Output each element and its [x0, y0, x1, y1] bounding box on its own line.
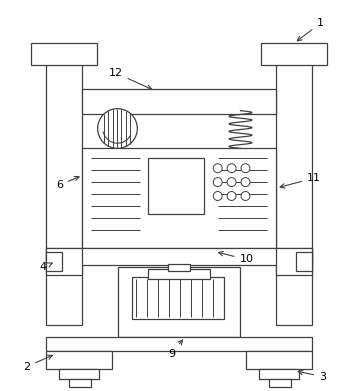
Text: 12: 12 — [108, 68, 151, 90]
Text: 2: 2 — [23, 355, 52, 372]
Circle shape — [227, 164, 236, 173]
Bar — [46, 351, 112, 369]
Text: 10: 10 — [219, 251, 253, 264]
Bar — [276, 248, 312, 275]
Bar — [148, 269, 210, 279]
Text: 1: 1 — [297, 18, 324, 41]
Circle shape — [213, 164, 222, 173]
Text: 9: 9 — [168, 340, 183, 359]
Circle shape — [227, 178, 236, 187]
Text: 11: 11 — [280, 173, 321, 188]
Circle shape — [241, 178, 250, 187]
Bar — [118, 267, 240, 337]
Circle shape — [241, 192, 250, 201]
Bar — [269, 378, 291, 387]
Text: 4: 4 — [39, 262, 52, 273]
Bar — [260, 369, 299, 378]
Bar — [59, 369, 98, 378]
Bar — [46, 59, 82, 325]
Bar — [46, 248, 82, 275]
Circle shape — [227, 192, 236, 201]
Text: 6: 6 — [56, 176, 79, 190]
Bar — [82, 89, 276, 114]
Bar — [148, 158, 204, 214]
Bar — [132, 277, 224, 319]
Bar — [31, 43, 97, 65]
Bar — [69, 378, 91, 387]
Bar — [261, 43, 327, 65]
Bar — [246, 351, 312, 369]
Bar — [46, 251, 62, 271]
Circle shape — [241, 164, 250, 173]
Bar — [46, 337, 312, 351]
Circle shape — [98, 109, 137, 148]
Text: 3: 3 — [298, 370, 326, 382]
Bar — [46, 248, 312, 265]
Bar — [168, 264, 190, 271]
Bar — [276, 59, 312, 325]
Circle shape — [213, 178, 222, 187]
Circle shape — [213, 192, 222, 201]
Bar — [82, 148, 276, 248]
Bar — [296, 251, 312, 271]
